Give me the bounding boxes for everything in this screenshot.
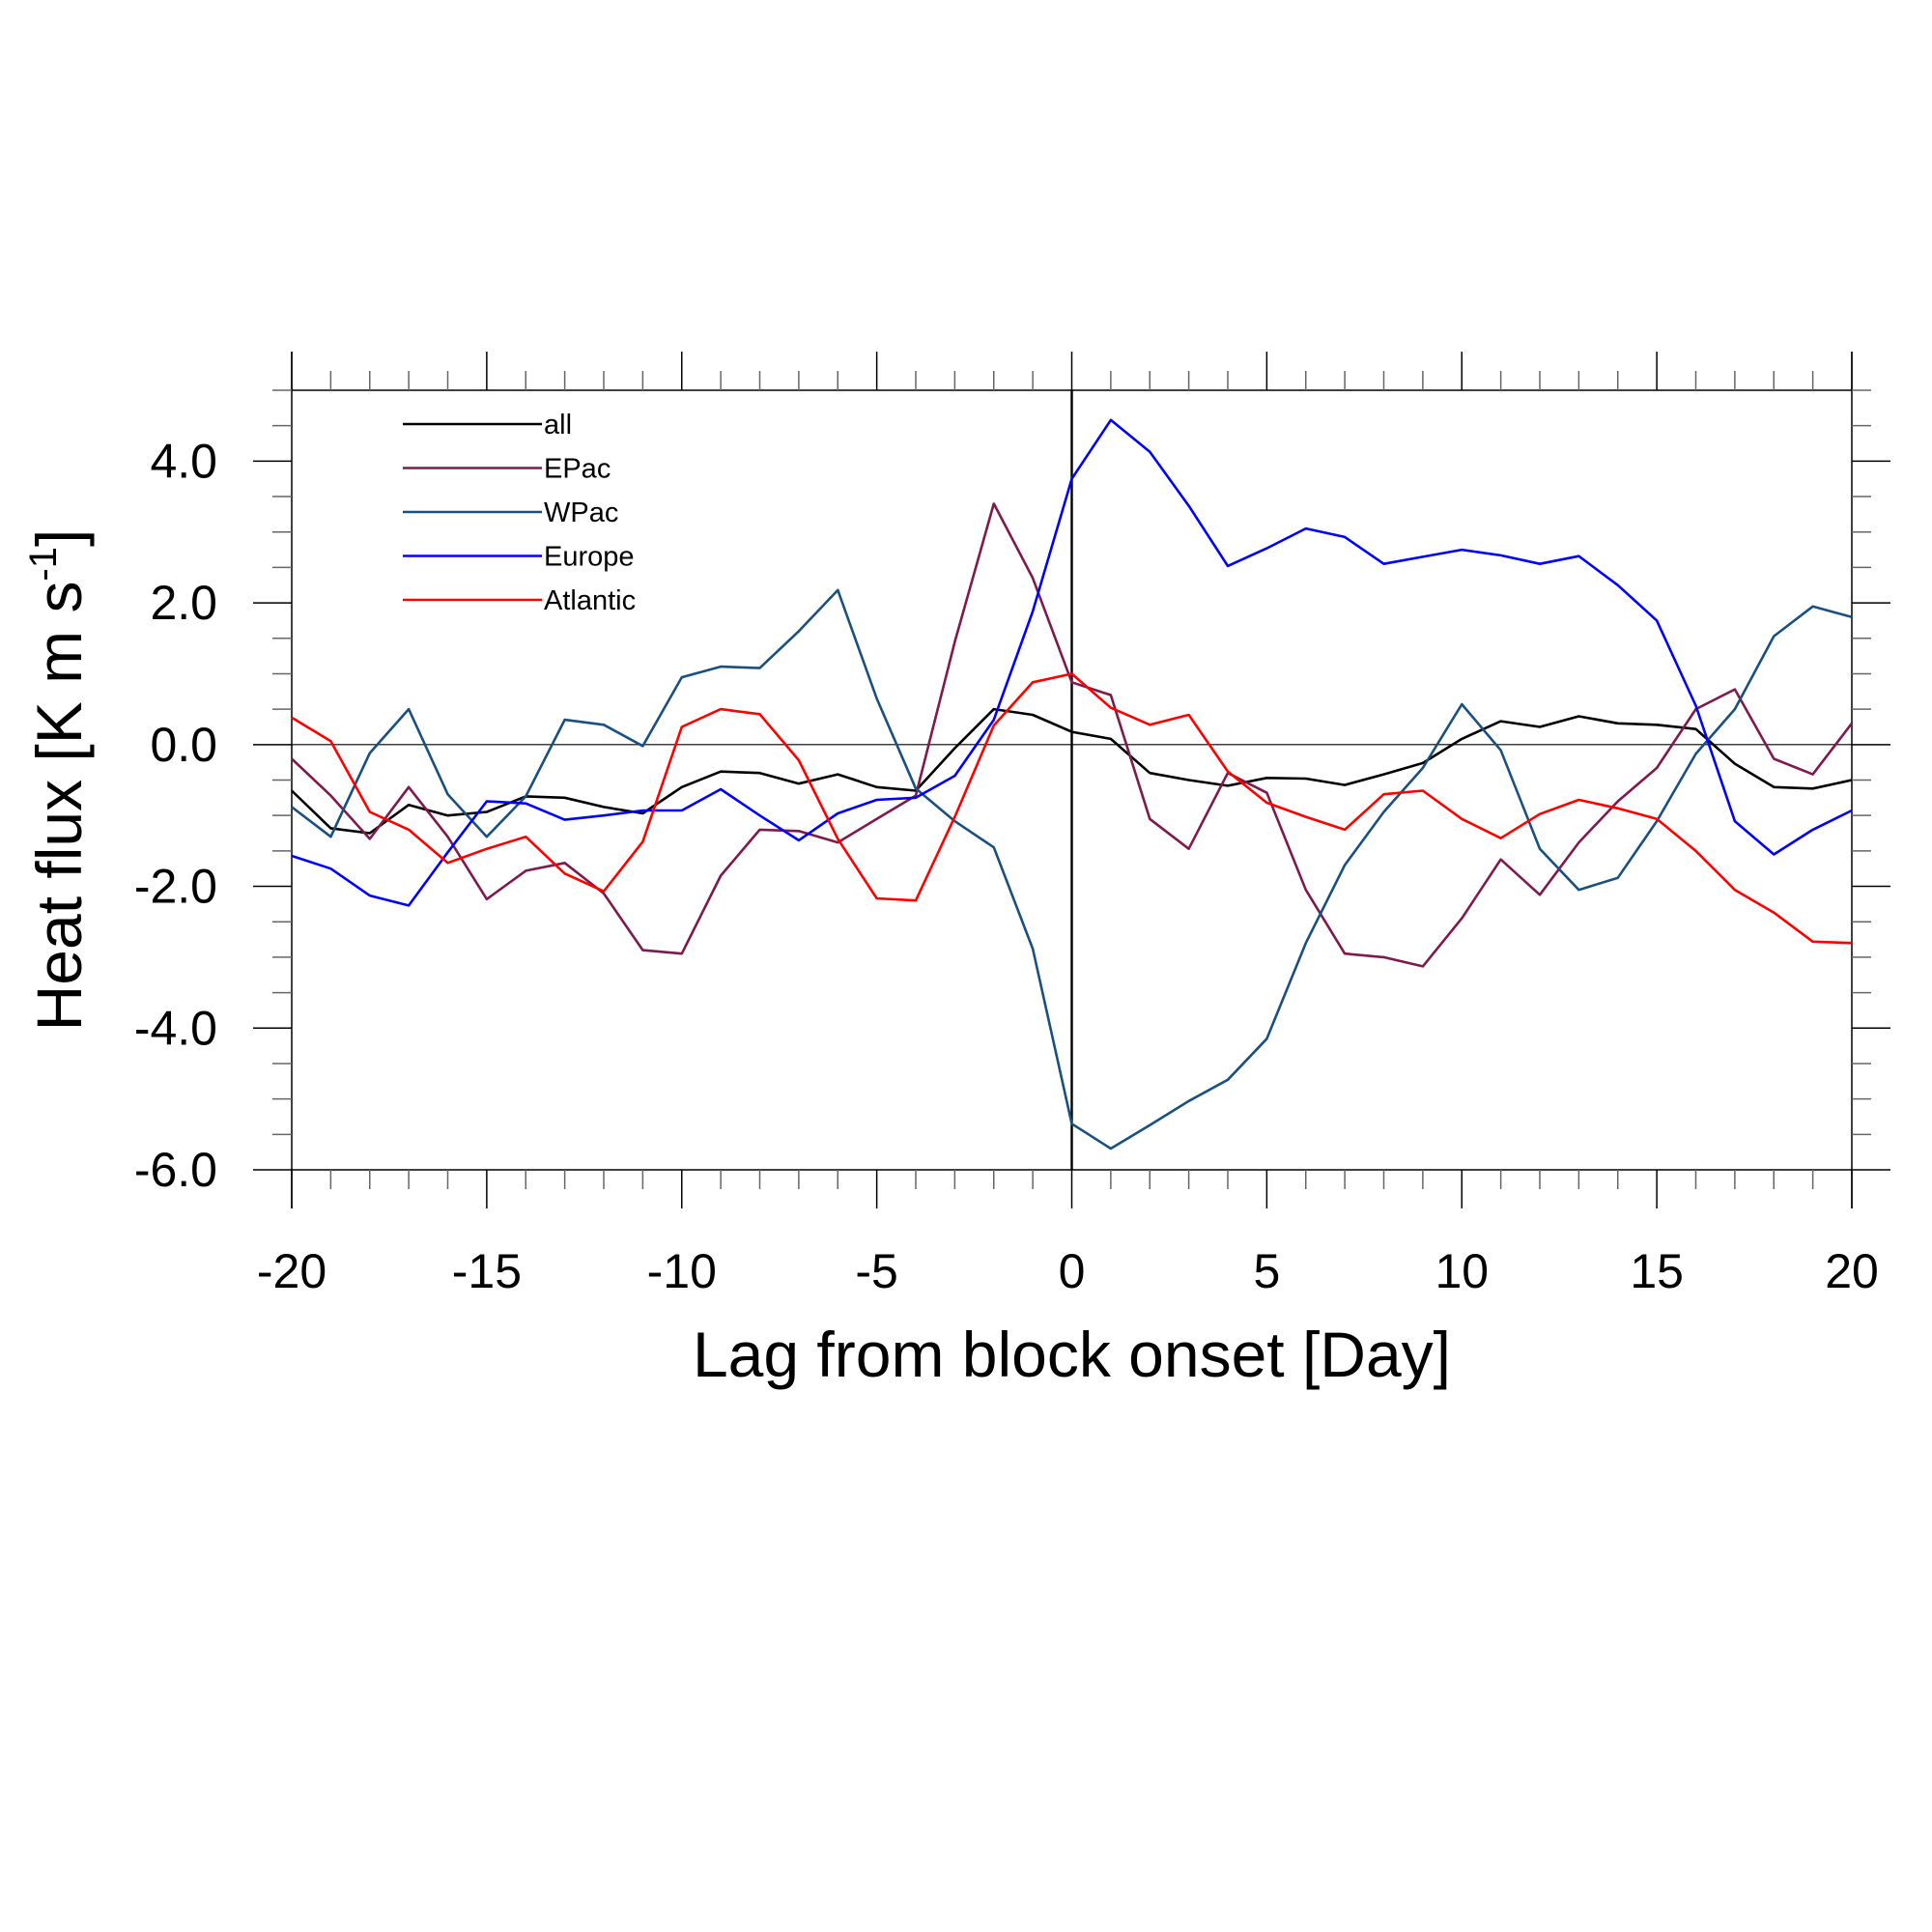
y-axis-title: Heat flux [K m s-1] (22, 529, 95, 1032)
x-tick-label: -5 (855, 1244, 897, 1298)
x-tick-label: -10 (647, 1244, 717, 1298)
y-tick-label: -6.0 (134, 1143, 217, 1197)
legend-label-atlantic: Atlantic (544, 585, 636, 616)
legend-label-all: all (544, 410, 572, 440)
y-tick-label: -4.0 (134, 1001, 217, 1055)
legend-label-wpac: WPac (544, 497, 618, 528)
x-tick-label: 5 (1253, 1244, 1280, 1298)
x-tick-label: 0 (1059, 1244, 1086, 1298)
x-tick-label: 15 (1630, 1244, 1684, 1298)
legend-label-europe: Europe (544, 542, 635, 573)
x-tick-label: 10 (1435, 1244, 1489, 1298)
y-axis-title-superscript: -1 (22, 547, 65, 582)
series-line-epac (291, 502, 1854, 968)
y-tick-label: 0.0 (150, 718, 217, 772)
series-line-atlantic (291, 672, 1853, 945)
series-line-wpac (291, 588, 1853, 1151)
y-tick-label: 4.0 (150, 434, 217, 488)
y-tick-label: 2.0 (150, 576, 217, 630)
series-europe (291, 418, 1853, 907)
chart-root: -20 -15 -10 -5 0 5 10 15 20 -6.0 -4.0 -2.0 0.0 2.0 4.0… (22, 352, 1890, 1390)
y-axis-title-end: ] (23, 529, 95, 547)
x-axis-title: Lag from block onset [Day] (693, 1319, 1451, 1390)
x-tick-label: -15 (452, 1244, 522, 1298)
legend: all EPac WPac Europe Atlantic (403, 410, 636, 616)
y-axis-title-main: Heat flux [K m s (23, 582, 95, 1032)
series-atlantic (291, 672, 1853, 945)
y-tick-label: -2.0 (134, 860, 217, 914)
series-all (291, 707, 1853, 835)
legend-label-epac: EPac (544, 454, 611, 485)
x-tick-label: -20 (257, 1244, 327, 1298)
series-wpac (291, 588, 1853, 1151)
series-line-all (291, 707, 1853, 835)
x-tick-label: 20 (1825, 1244, 1879, 1298)
